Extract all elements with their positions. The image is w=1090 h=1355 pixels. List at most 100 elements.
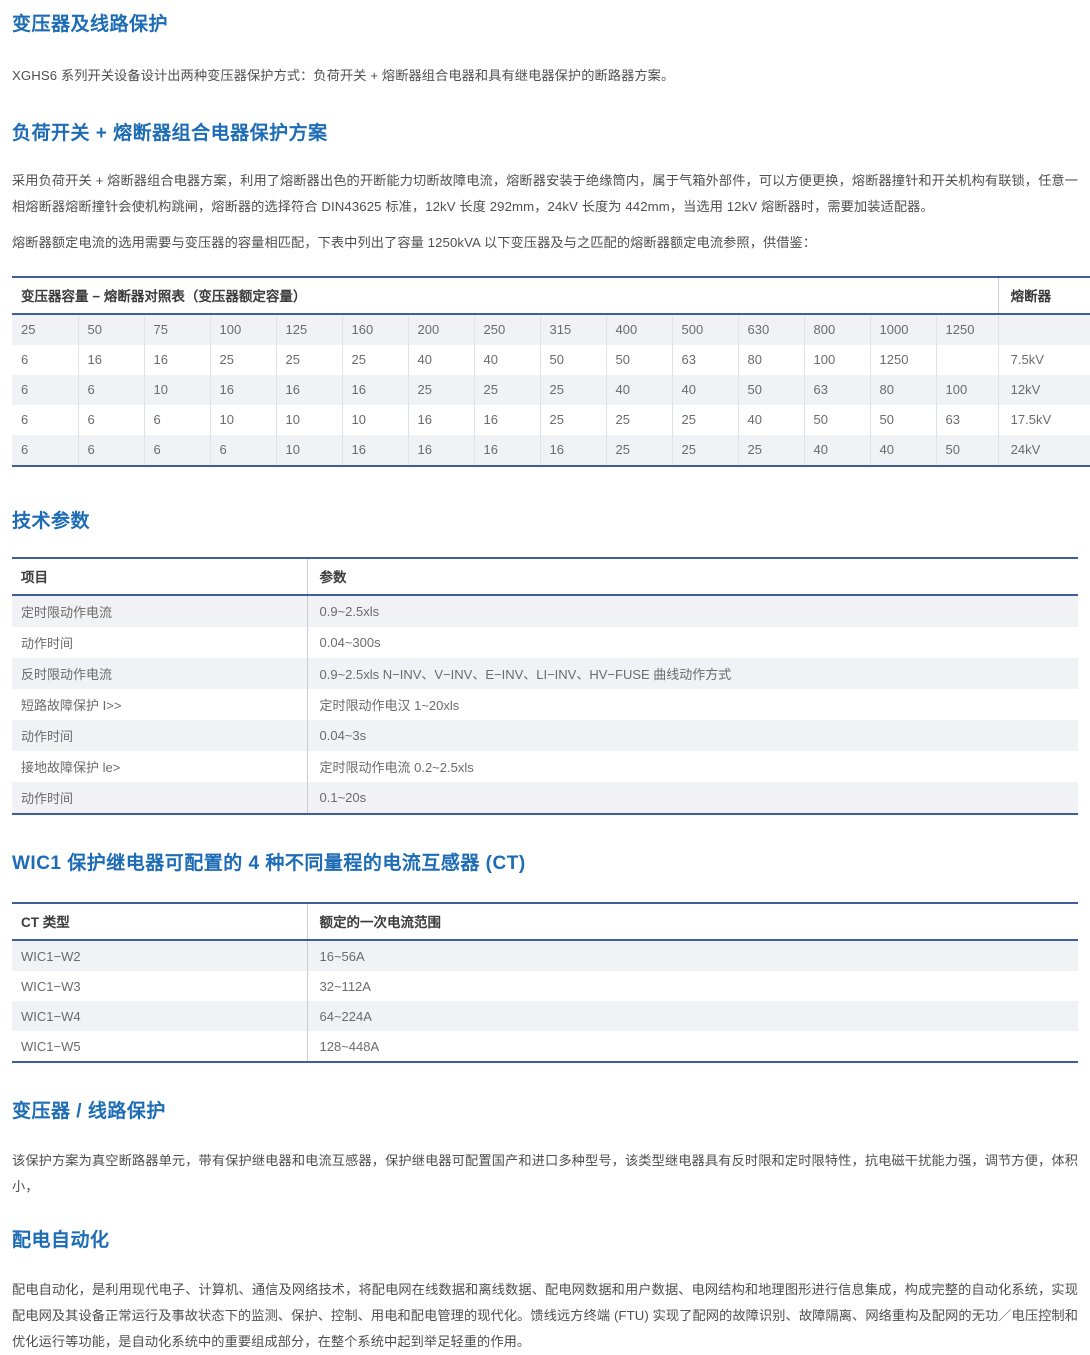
table-cell-value: 64~224A	[306, 1001, 1078, 1032]
table-cell: 50	[738, 374, 805, 405]
table-row: 短路故障保护 I>> 定时限动作电汉 1~20xls	[12, 689, 1078, 721]
table-cell: 40	[672, 374, 739, 405]
table-cell-label: WIC1−W5	[12, 1031, 307, 1064]
table-row: 6 6 10 16 16 16 25 25 25 40 40 50 63 80 …	[12, 374, 1090, 405]
technical-parameters-table: 项目 参数 定时限动作电流 0.9~2.5xls 动作时间 0.04~300s …	[12, 557, 1078, 816]
table-cell-label: 动作时间	[12, 627, 307, 659]
table-cell-fuse: 12kV	[997, 374, 1090, 405]
table-cell: 25	[672, 434, 739, 467]
table-cell-fuse	[997, 313, 1090, 345]
table-cell: 25	[606, 404, 673, 435]
table-cell: 400	[606, 313, 673, 345]
table-cell-value: 32~112A	[306, 971, 1078, 1002]
table-cell: 50	[606, 344, 673, 375]
table-cell-label: WIC1−W2	[12, 940, 307, 972]
table-row: 25 50 75 100 125 160 200 250 315 400 500…	[12, 313, 1090, 345]
table-cell: 16	[144, 344, 211, 375]
table-cell: 63	[672, 344, 739, 375]
table-cell: 6	[78, 434, 145, 467]
table-cell: 50	[870, 404, 937, 435]
table-cell: 6	[78, 374, 145, 405]
table-cell-label: 短路故障保护 I>>	[12, 689, 307, 721]
table-cell	[936, 344, 999, 375]
table-cell: 63	[804, 374, 871, 405]
table-row: WIC1−W2 16~56A	[12, 940, 1078, 972]
table-cell: 16	[408, 434, 475, 467]
ct-table-header-type: CT 类型	[12, 902, 307, 942]
table-cell: 40	[474, 344, 541, 375]
table-cell: 16	[408, 404, 475, 435]
table-cell: 10	[276, 434, 343, 467]
tech-table-header-value: 参数	[306, 557, 1078, 597]
table-cell-value: 0.04~300s	[306, 627, 1078, 659]
table-cell: 125	[276, 313, 343, 345]
table-cell-value: 定时限动作电流 0.2~2.5xls	[306, 751, 1078, 783]
section-title-distribution-automation: 配电自动化	[12, 1229, 110, 1251]
table-row: WIC1−W5 128~448A	[12, 1031, 1078, 1064]
table-cell: 40	[870, 434, 937, 467]
table-cell: 630	[738, 313, 805, 345]
table-cell: 6	[12, 404, 79, 435]
table-cell: 6	[12, 434, 79, 467]
table-cell: 50	[936, 434, 999, 467]
table-row: WIC1−W4 64~224A	[12, 1001, 1078, 1032]
table-cell-fuse: 7.5kV	[997, 344, 1090, 375]
table-cell: 25	[738, 434, 805, 467]
table-row: 动作时间 0.04~300s	[12, 627, 1078, 659]
section-title-technical-parameters: 技术参数	[12, 510, 91, 532]
ct-table-header-row: CT 类型 额定的一次电流范围	[12, 902, 1078, 942]
table-row: 动作时间 0.04~3s	[12, 720, 1078, 752]
fuse-table-fuse-header: 熔断器	[997, 275, 1090, 315]
table-cell: 25	[12, 313, 79, 345]
table-cell-label: 接地故障保护 le>	[12, 751, 307, 783]
table-cell: 100	[936, 374, 999, 405]
table-cell-label: 定时限动作电流	[12, 595, 307, 628]
table-cell-value: 0.04~3s	[306, 720, 1078, 752]
table-row: 6 6 6 10 10 10 16 16 25 25 25 40 50 50 6…	[12, 404, 1090, 435]
table-row: 6 16 16 25 25 25 40 40 50 50 63 80 100 1…	[12, 344, 1090, 375]
table-cell: 16	[210, 374, 277, 405]
table-cell: 40	[804, 434, 871, 467]
section-title-transformer-line-protection: 变压器及线路保护	[12, 14, 169, 35]
section-title-lbs-fuse-scheme: 负荷开关 + 熔断器组合电器保护方案	[12, 122, 328, 144]
table-cell-fuse: 17.5kV	[997, 404, 1090, 435]
table-cell: 10	[276, 404, 343, 435]
table-cell: 6	[12, 344, 79, 375]
section-paragraph-lbs-fuse-detail: 采用负荷开关 + 熔断器组合电器方案，利用了熔断器出色的开断能力切断故障电流，熔…	[12, 172, 1078, 214]
table-cell: 80	[738, 344, 805, 375]
table-cell: 10	[342, 404, 409, 435]
table-cell-label: 反时限动作电流	[12, 658, 307, 690]
table-cell: 100	[210, 313, 277, 345]
table-cell: 75	[144, 313, 211, 345]
table-cell: 1250	[936, 313, 999, 345]
table-cell: 25	[276, 344, 343, 375]
fuse-comparison-table: 变压器容量 − 熔断器对照表（变压器额定容量） 熔断器 25 50 75 100…	[12, 275, 1090, 467]
table-cell: 16	[342, 434, 409, 467]
tech-table-header-item: 项目	[12, 557, 307, 597]
table-cell-label: 动作时间	[12, 720, 307, 752]
section-title-wic1-ct: WIC1 保护继电器可配置的 4 种不同量程的电流互感器 (CT)	[12, 853, 526, 875]
section-paragraph-distribution-automation: 配电自动化，是利用现代电子、计算机、通信及网络技术，将配电网在线数据和离线数据、…	[12, 1281, 1078, 1349]
table-cell: 500	[672, 313, 739, 345]
ct-table-header-range: 额定的一次电流范围	[306, 902, 1078, 942]
table-row: 动作时间 0.1~20s	[12, 782, 1078, 816]
tech-table-header-row: 项目 参数	[12, 557, 1078, 597]
table-cell: 25	[210, 344, 277, 375]
table-cell-label: WIC1−W3	[12, 971, 307, 1002]
table-cell: 1000	[870, 313, 937, 345]
table-cell-value: 0.9~2.5xls	[306, 595, 1078, 628]
table-cell: 6	[78, 404, 145, 435]
table-cell: 16	[474, 404, 541, 435]
table-cell: 10	[210, 404, 277, 435]
section-paragraph-intro: XGHS6 系列开关设备设计出两种变压器保护方式：负荷开关 + 熔断器组合电器和…	[12, 67, 675, 83]
table-cell: 10	[144, 374, 211, 405]
table-cell: 16	[474, 434, 541, 467]
table-cell: 80	[870, 374, 937, 405]
table-cell: 25	[342, 344, 409, 375]
table-cell-value: 16~56A	[306, 940, 1078, 972]
table-cell: 6	[210, 434, 277, 467]
table-row: 反时限动作电流 0.9~2.5xls N−INV、V−INV、E−INV、LI−…	[12, 658, 1078, 690]
fuse-table-title: 变压器容量 − 熔断器对照表（变压器额定容量）	[12, 275, 999, 315]
table-cell: 16	[276, 374, 343, 405]
